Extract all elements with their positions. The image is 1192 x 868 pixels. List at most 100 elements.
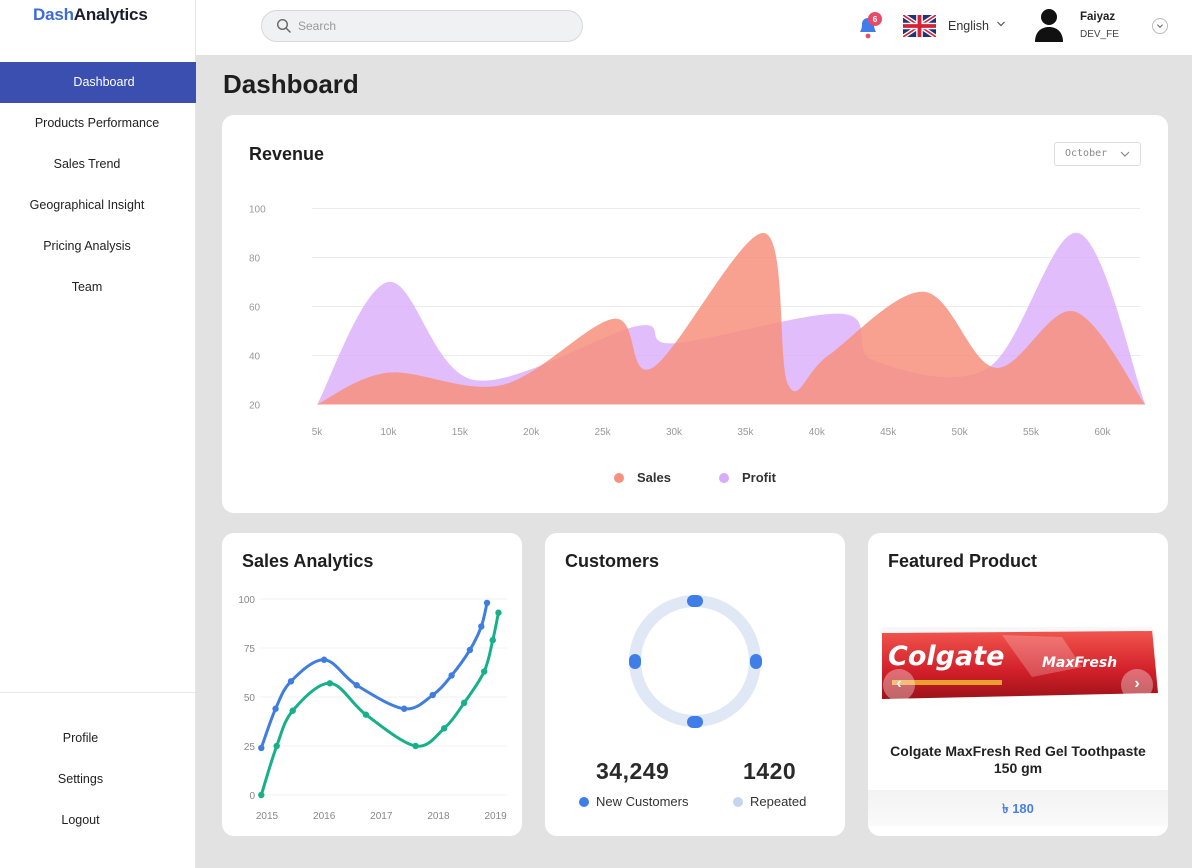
y-tick-label: 40 (249, 352, 261, 363)
y-tick-label: 100 (238, 595, 255, 606)
donut-ring (629, 595, 761, 727)
x-tick-label: 30k (666, 427, 683, 438)
sidebar-item-profile[interactable]: Profile (62, 731, 99, 745)
sidebar: DashAnalytics Dashboard Products Perform… (0, 0, 196, 868)
new-customers-label: New Customers (596, 794, 689, 809)
x-tick-label: 55k (1023, 427, 1040, 438)
customers-donut (629, 595, 762, 728)
data-point (478, 623, 485, 630)
sidebar-item-pricing-analysis[interactable]: Pricing Analysis (43, 239, 131, 253)
notification-badge: 6 (868, 12, 882, 26)
user-menu-chevron-icon[interactable] (1152, 18, 1168, 34)
x-tick-label: 60k (1094, 427, 1111, 438)
data-point (400, 705, 408, 712)
data-point (320, 656, 328, 663)
repeated-dot (733, 797, 743, 807)
data-point (440, 725, 448, 732)
sidebar-item-dashboard[interactable]: Dashboard (0, 62, 196, 103)
y-tick-label: 20 (249, 401, 261, 412)
data-point (460, 699, 468, 707)
chevron-down-icon[interactable] (996, 19, 1006, 29)
repeated-legend: Repeated (733, 794, 806, 809)
data-point (429, 691, 436, 699)
app-logo[interactable]: DashAnalytics (33, 5, 148, 25)
new-customers-dot (579, 797, 589, 807)
data-point (289, 707, 296, 714)
data-point (362, 711, 370, 718)
product-name: Colgate MaxFresh Red Gel Toothpaste 150 … (890, 743, 1146, 776)
y-tick-label: 75 (244, 644, 256, 655)
x-tick-label: 2018 (427, 811, 450, 822)
data-point (272, 705, 279, 712)
data-point (483, 599, 491, 607)
sidebar-nav: Dashboard Products Performance Sales Tre… (0, 62, 196, 308)
sidebar-item-geographical-insight[interactable]: Geographical Insight (29, 198, 145, 212)
x-tick-label: 40k (809, 427, 826, 438)
legend-profit-label: Profit (742, 470, 776, 485)
x-tick-label: 2017 (370, 811, 393, 822)
data-point (287, 678, 295, 685)
donut-handle[interactable] (750, 654, 762, 669)
data-point (258, 744, 265, 752)
donut-handle[interactable] (687, 716, 703, 728)
repeated-label: Repeated (750, 794, 807, 809)
y-tick-label: 50 (244, 693, 256, 704)
x-tick-label: 5k (312, 427, 324, 438)
donut-handle[interactable] (687, 595, 703, 607)
donut-handle[interactable] (629, 654, 641, 669)
x-tick-label: 50k (952, 427, 969, 438)
legend-sales-label: Sales (637, 470, 671, 485)
product-price: ৳ 180 (1002, 801, 1034, 816)
data-point (273, 742, 280, 750)
data-point (326, 680, 334, 687)
featured-product-title: Featured Product (888, 551, 1038, 571)
page-title: Dashboard (223, 69, 359, 99)
data-point (353, 682, 360, 689)
x-tick-label: 20k (523, 427, 540, 438)
x-tick-label: 35k (737, 427, 754, 438)
language-label[interactable]: English (948, 19, 989, 33)
sidebar-divider (0, 692, 196, 693)
search-box (261, 10, 583, 42)
user-name: Faiyaz (1080, 11, 1116, 23)
sidebar-item-settings[interactable]: Settings (57, 772, 104, 786)
x-tick-label: 15k (452, 427, 469, 438)
new-customers-legend: New Customers (579, 794, 688, 809)
sales-analytics-title: Sales Analytics (242, 551, 374, 571)
sidebar-item-products-performance[interactable]: Products Performance (34, 116, 160, 130)
new-customers-value: 34,249 (596, 758, 670, 784)
x-tick-label: 2019 (484, 811, 507, 822)
sidebar-item-sales-trend[interactable]: Sales Trend (53, 157, 121, 171)
data-point (412, 742, 419, 750)
featured-product-card: Featured Product Colgate MaxFresh ‹ › Co… (868, 533, 1168, 836)
legend-sales: Sales (614, 470, 671, 485)
x-tick-label: 25k (595, 427, 612, 438)
revenue-title: Revenue (249, 144, 325, 164)
x-tick-label: 2016 (313, 811, 336, 822)
legend-profit: Profit (719, 470, 776, 485)
user-avatar-icon[interactable] (1034, 8, 1064, 42)
price-bar (868, 790, 1168, 826)
x-tick-label: 10k (380, 427, 397, 438)
data-point (258, 791, 265, 799)
revenue-chart: 20 40 60 80 100 5k 10k 15k 20k 25k 30k 35k 40k 45k 50k… (249, 205, 1146, 438)
search-icon[interactable] (276, 18, 292, 34)
customers-card: Customers 34,249 1420 New Customers Repe… (545, 533, 845, 836)
carousel-prev-button[interactable]: ‹ (883, 669, 915, 701)
carousel-next-button[interactable]: › (1121, 669, 1153, 701)
sub-brand-text: MaxFresh (1042, 655, 1117, 671)
sidebar-item-team[interactable]: Team (71, 280, 103, 294)
uk-flag-icon[interactable] (903, 15, 936, 37)
product-image: Colgate MaxFresh (882, 627, 1158, 699)
sidebar-item-logout[interactable]: Logout (61, 813, 100, 827)
sales-analytics-chart: 0 25 50 75 100 2015 2016 2017 2018 2019 (238, 595, 507, 822)
search-input[interactable] (298, 11, 568, 41)
y-tick-label: 25 (244, 742, 256, 753)
series-area-sales (317, 232, 1146, 405)
data-point (495, 609, 502, 616)
revenue-card: Revenue October 20 40 60 80 100 5k 10k 15k 20k 25… (222, 115, 1168, 513)
month-select-value: October (1065, 148, 1108, 159)
chevron-down-icon (1120, 151, 1130, 157)
month-select[interactable]: October (1054, 142, 1141, 166)
logo-dash: Dash (33, 5, 74, 24)
